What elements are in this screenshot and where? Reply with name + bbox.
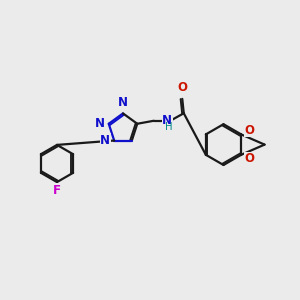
Text: O: O — [244, 124, 255, 137]
Text: H: H — [165, 122, 172, 132]
Text: N: N — [95, 117, 105, 130]
Text: N: N — [162, 114, 172, 127]
Text: F: F — [53, 184, 61, 197]
Text: O: O — [244, 152, 255, 166]
Text: O: O — [177, 81, 187, 94]
Text: N: N — [100, 134, 110, 147]
Text: N: N — [118, 97, 128, 110]
